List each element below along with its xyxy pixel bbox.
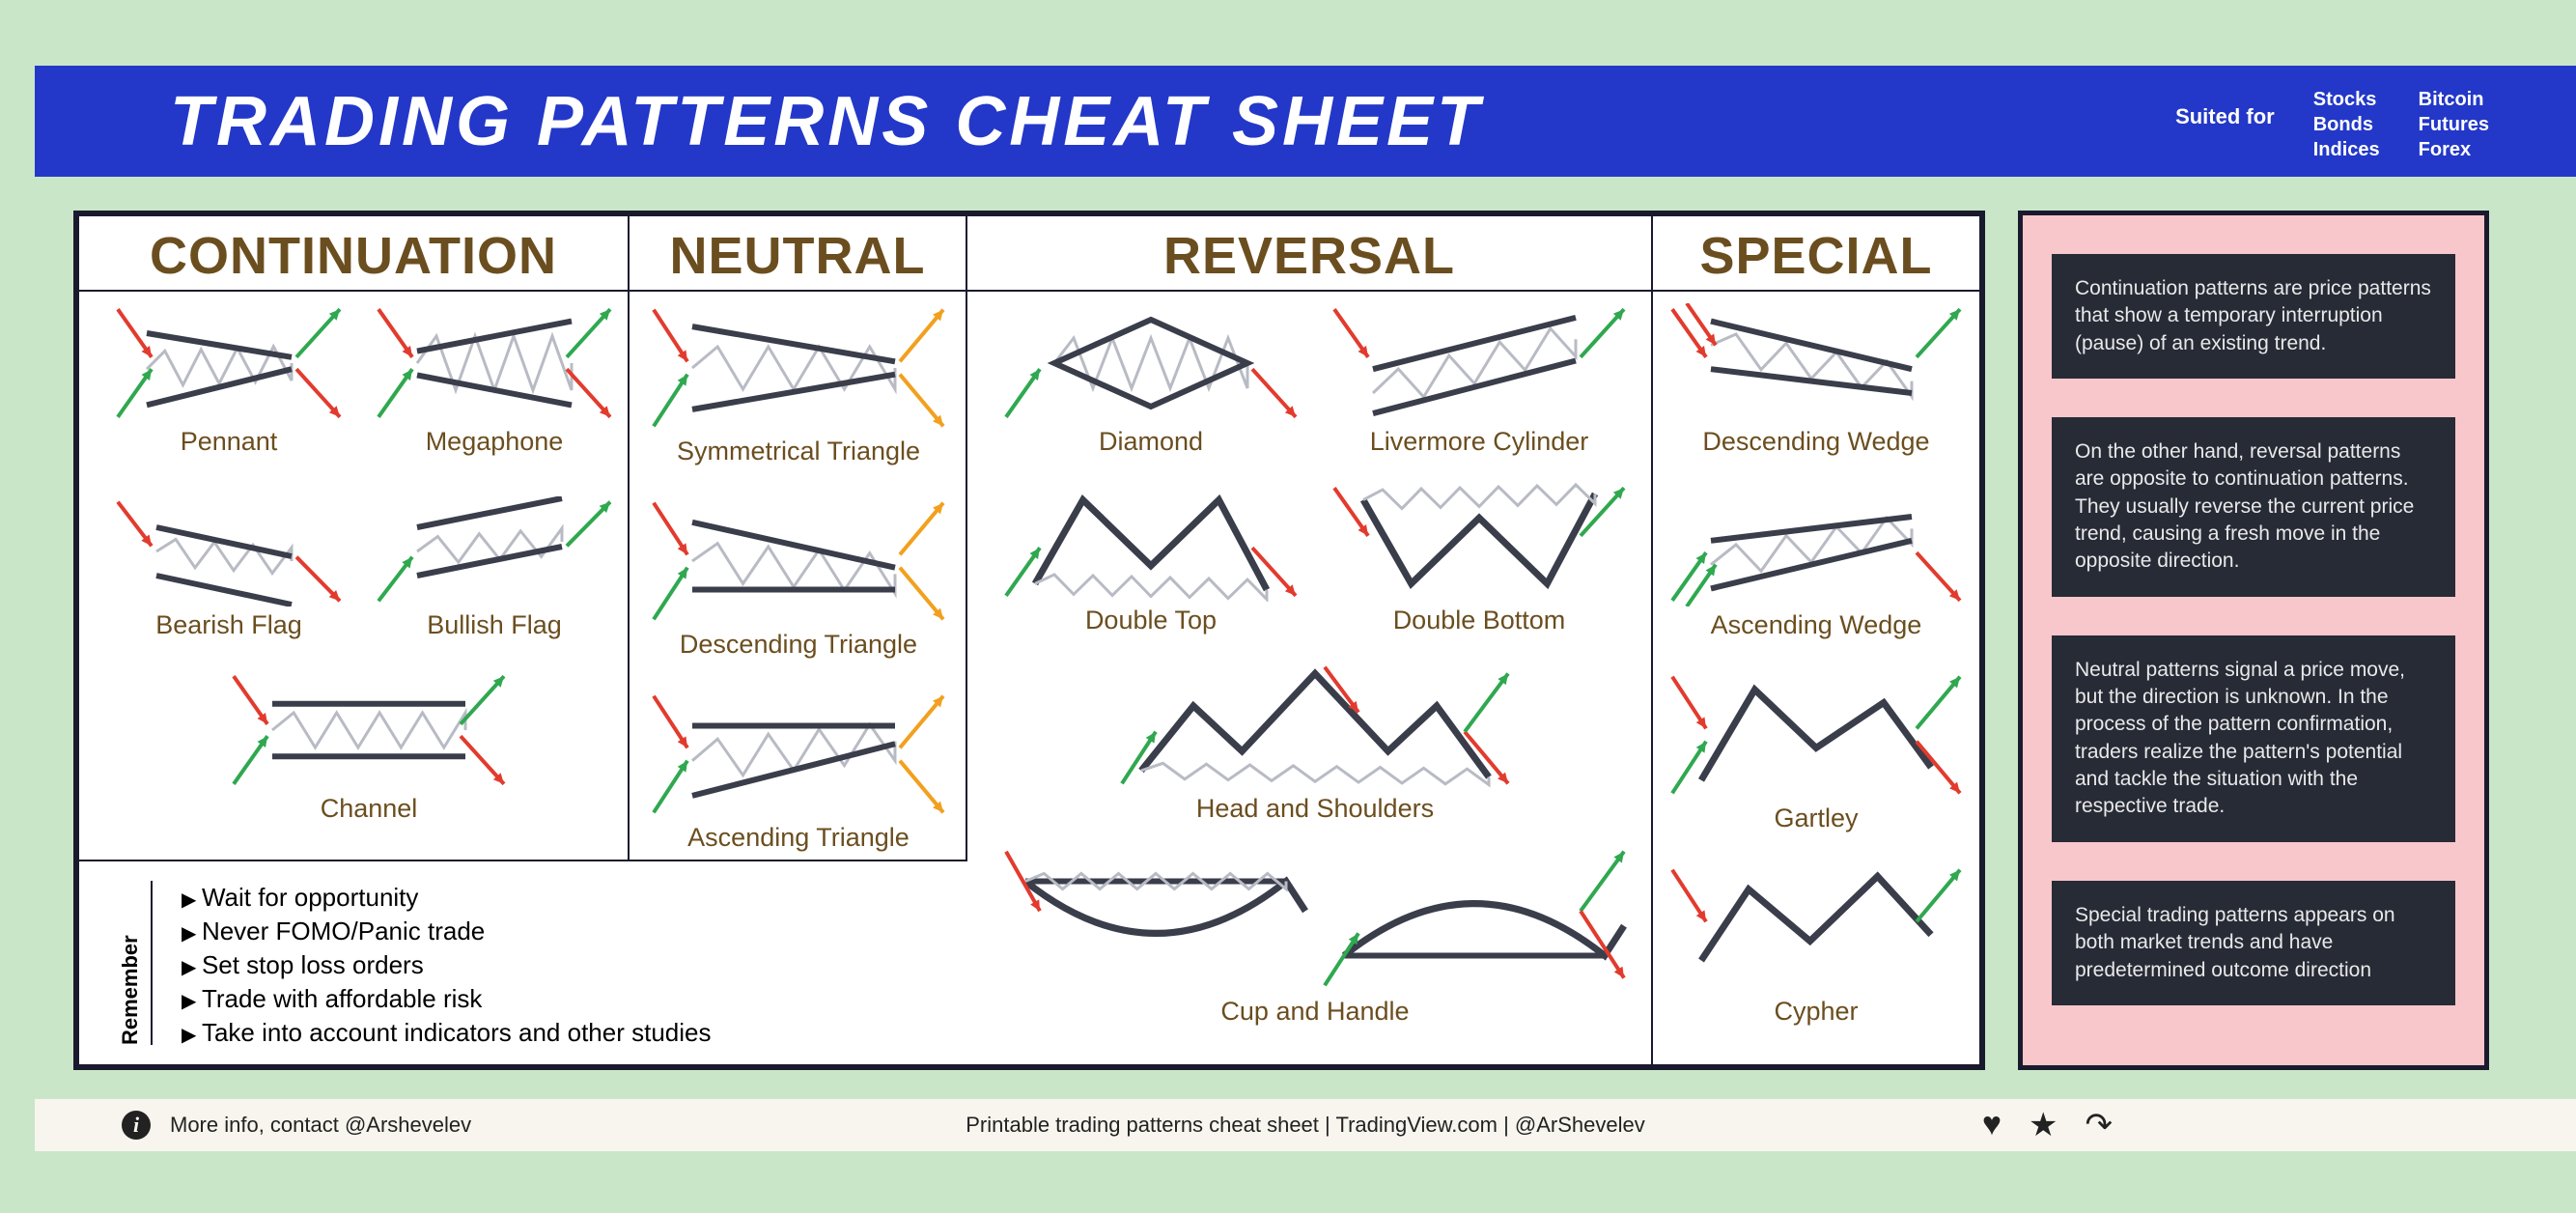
info-icon: i [122,1111,151,1140]
pattern-chart-icon [1325,482,1634,602]
pattern-label: Double Top [996,606,1305,635]
pattern-chart-icon [108,496,350,606]
pattern-label: Gartley [1663,804,1970,833]
pattern-chart-icon [644,496,953,626]
suited-col-1: Stocks Bonds Indices [2313,87,2380,162]
pattern-label: Cup and Handle [996,997,1634,1027]
suited-for-label: Suited for [2175,87,2275,129]
heart-icon[interactable]: ♥ [1982,1106,2002,1144]
star-icon[interactable]: ★ [2029,1106,2058,1144]
pattern-chart-icon [1663,863,1970,993]
share-icon[interactable]: ↷ [2086,1106,2114,1144]
page-title: TRADING PATTERNS CHEAT SHEET [170,82,1483,161]
definition-card: Neutral patterns signal a price move, bu… [2052,635,2455,842]
pattern-double-bottom: Double Bottom [1325,482,1634,635]
pattern-asc-wedge: Ascending Wedge [1663,487,1970,640]
pattern-label: Pennant [108,427,350,457]
remember-item: Set stop loss orders [182,948,711,982]
pattern-chart-icon [1663,303,1970,423]
remember-box: Remember Wait for opportunity Never FOMO… [79,861,967,1064]
pattern-chart-icon [1663,670,1970,800]
patterns-panel: CONTINUATION NEUTRAL REVERSAL SPECIAL Pe… [73,211,1985,1070]
suited-for-block: Suited for Stocks Bonds Indices Bitcoin … [2175,87,2489,162]
column-title-continuation: CONTINUATION [79,216,628,292]
pattern-label: Symmetrical Triangle [644,437,953,466]
pattern-label: Descending Triangle [644,630,953,660]
pattern-diamond: Diamond [996,303,1305,457]
pattern-chart-icon [1112,661,1518,790]
pattern-chart-icon [369,496,620,606]
pattern-label: Bearish Flag [108,610,350,640]
column-title-reversal: REVERSAL [967,216,1651,292]
definitions-sidebar: Continuation patterns are price patterns… [2018,211,2489,1070]
pattern-asc-triangle: Ascending Triangle [644,690,953,853]
pattern-chart-icon [1663,487,1970,606]
pattern-chart-icon [224,670,514,790]
pattern-chart-icon [1325,303,1634,423]
definition-card: Continuation patterns are price patterns… [2052,254,2455,379]
header-banner: TRADING PATTERNS CHEAT SHEET Suited for … [35,66,2576,177]
pattern-label: Channel [224,794,514,824]
pattern-livermore: Livermore Cylinder [1325,303,1634,457]
remember-item: Take into account indicators and other s… [182,1016,711,1050]
pattern-chart-icon [644,303,953,433]
pattern-chart-icon [108,303,350,423]
pattern-gartley: Gartley [1663,670,1970,833]
pattern-chart-icon [996,482,1305,602]
pattern-label: Ascending Wedge [1663,610,1970,640]
remember-item: Trade with affordable risk [182,982,711,1016]
pattern-label: Head and Shoulders [1112,794,1518,824]
pattern-cypher: Cypher [1663,863,1970,1027]
footer-contact: More info, contact @Arshevelev [170,1113,471,1138]
pattern-desc-wedge: Descending Wedge [1663,303,1970,457]
remember-list: Wait for opportunity Never FOMO/Panic tr… [182,881,711,1045]
suited-col-2: Bitcoin Futures Forex [2419,87,2489,162]
pattern-label: Bullish Flag [369,610,620,640]
footer-bar: i More info, contact @Arshevelev Printab… [35,1099,2576,1151]
pattern-bullish-flag: Bullish Flag [369,496,620,640]
pattern-chart-icon [996,303,1305,423]
definition-card: Special trading patterns appears on both… [2052,881,2455,1005]
column-title-special: SPECIAL [1653,216,1979,292]
definition-card: On the other hand, reversal patterns are… [2052,417,2455,597]
pattern-label: Descending Wedge [1663,427,1970,457]
pattern-label: Cypher [1663,997,1970,1027]
pattern-bearish-flag: Bearish Flag [108,496,350,640]
pattern-pennant: Pennant [108,303,350,457]
pattern-label: Ascending Triangle [644,823,953,853]
remember-item: Wait for opportunity [182,881,711,915]
pattern-sym-triangle: Symmetrical Triangle [644,303,953,466]
pattern-chart-icon [996,844,1634,993]
pattern-label: Livermore Cylinder [1325,427,1634,457]
pattern-cup-handle: Cup and Handle [996,844,1634,1027]
pattern-double-top: Double Top [996,482,1305,635]
pattern-label: Double Bottom [1325,606,1634,635]
pattern-label: Diamond [996,427,1305,457]
pattern-chart-icon [644,690,953,819]
pattern-head-shoulders: Head and Shoulders [1112,661,1518,824]
pattern-megaphone: Megaphone [369,303,620,457]
pattern-chart-icon [369,303,620,423]
footer-caption: Printable trading patterns cheat sheet |… [966,1113,1645,1138]
column-title-neutral: NEUTRAL [630,216,966,292]
pattern-channel: Channel [224,670,514,824]
pattern-desc-triangle: Descending Triangle [644,496,953,660]
remember-title: Remember [118,881,153,1045]
remember-item: Never FOMO/Panic trade [182,915,711,948]
pattern-label: Megaphone [369,427,620,457]
